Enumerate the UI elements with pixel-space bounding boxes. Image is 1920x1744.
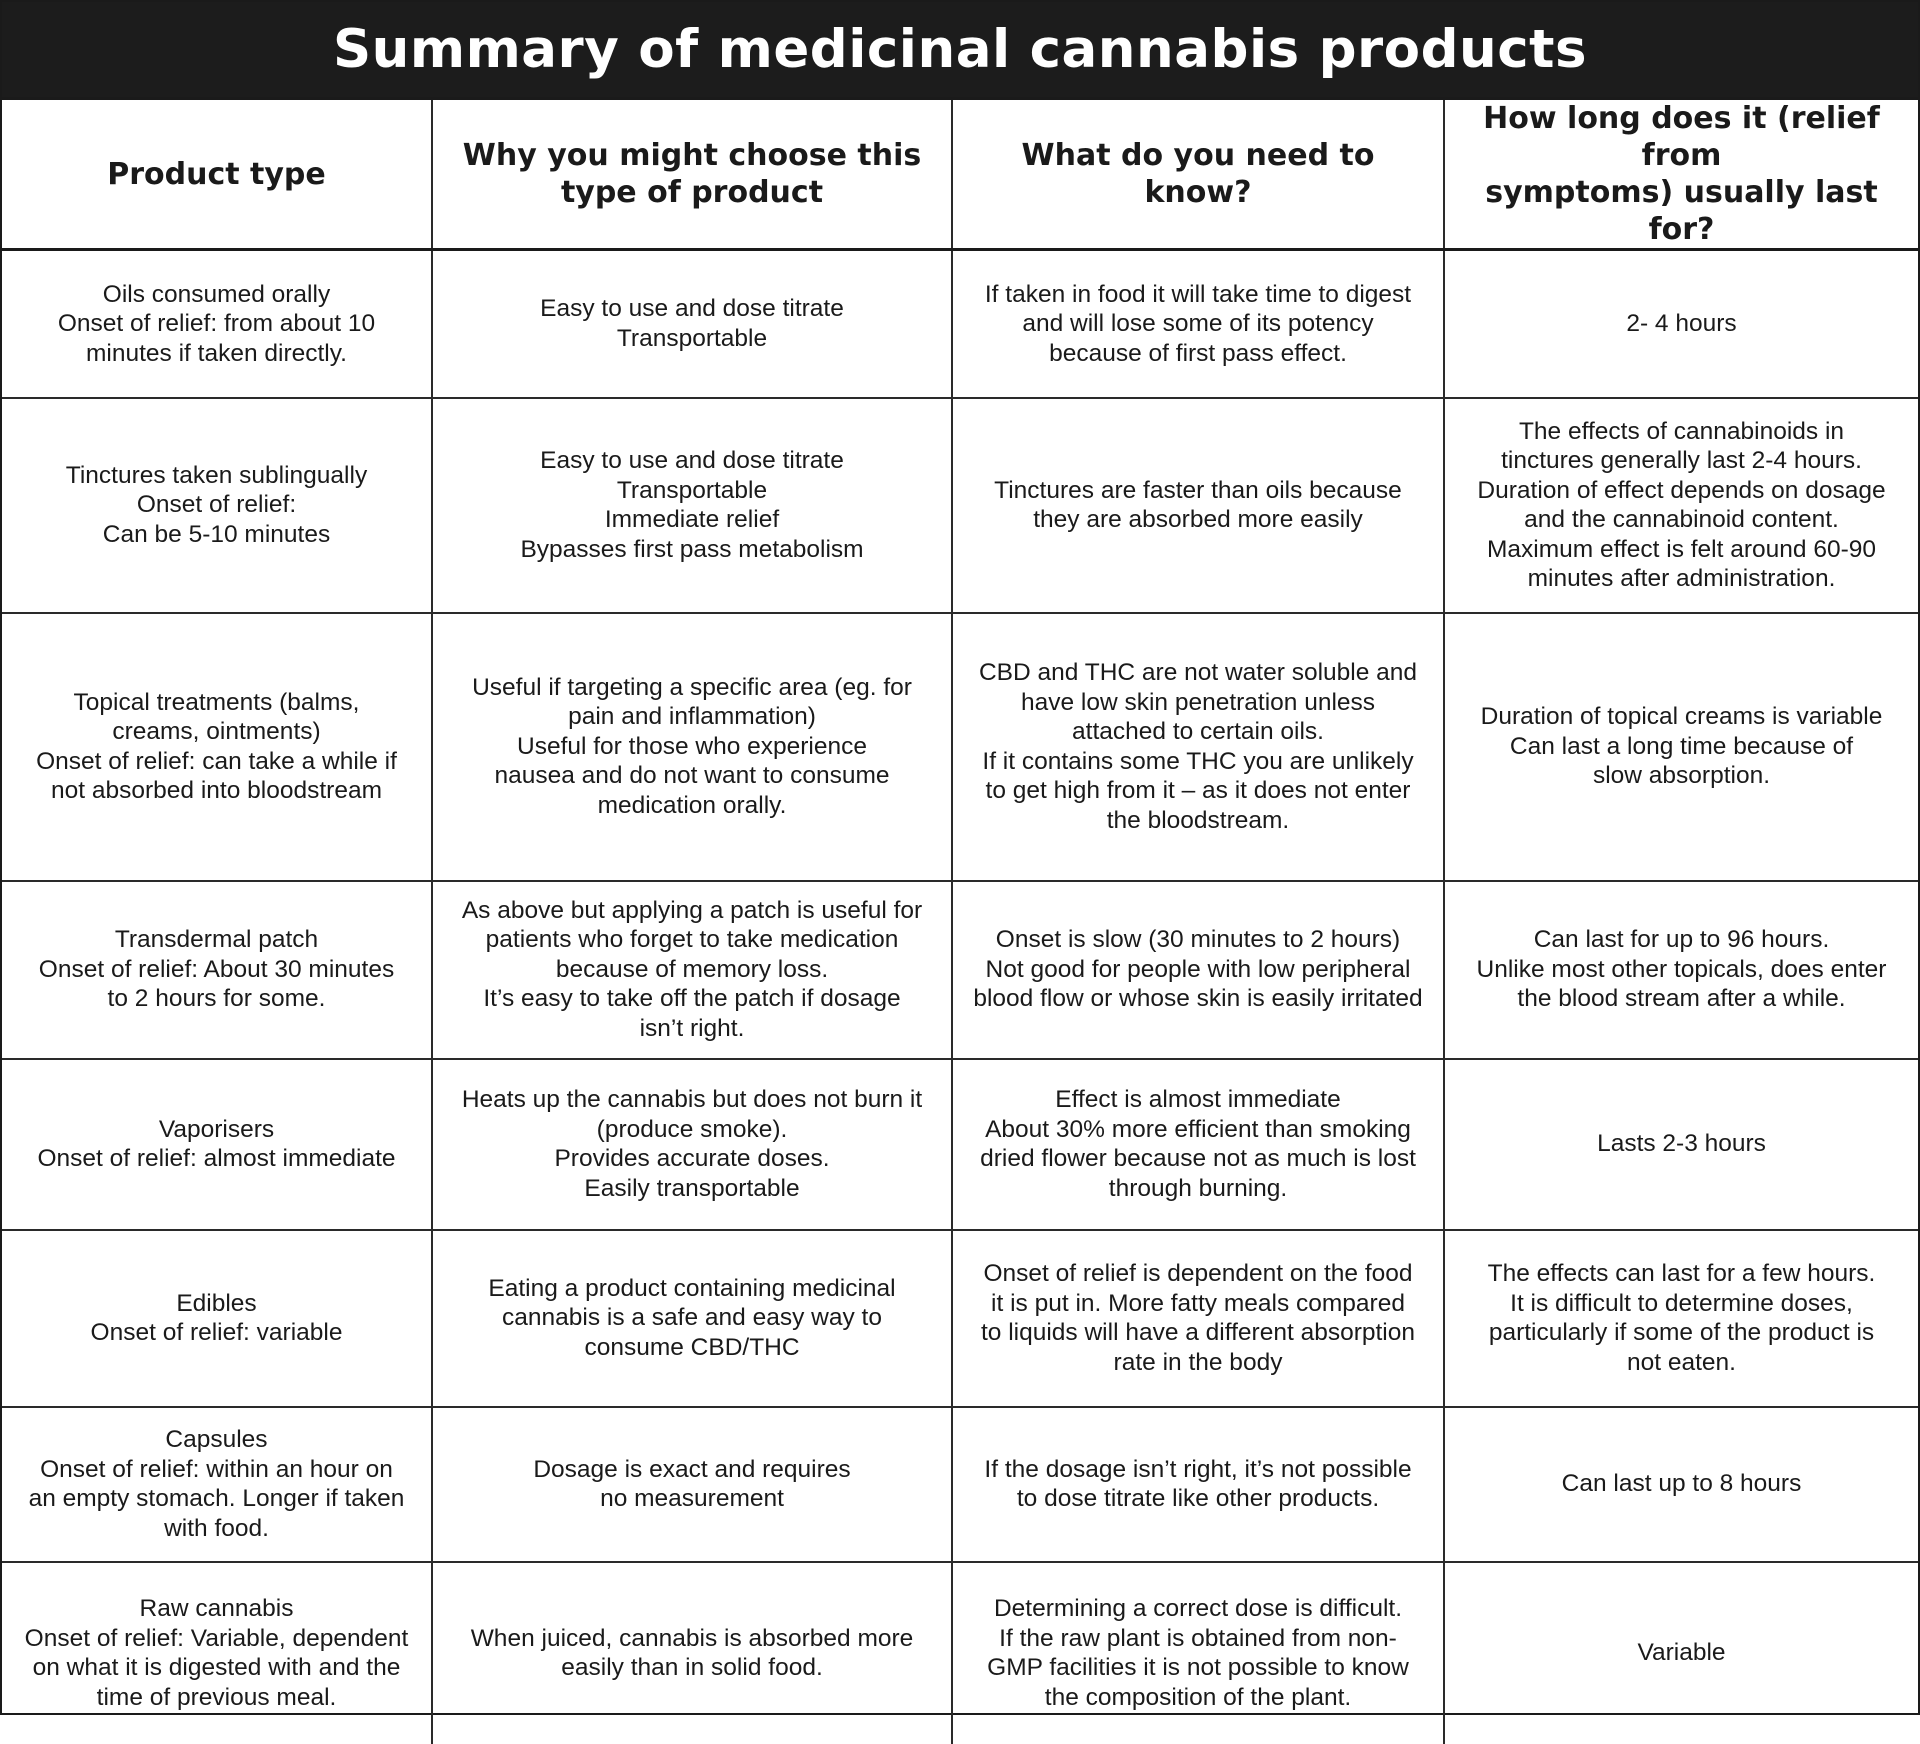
cell-duration: Variable — [1637, 1639, 1726, 1667]
cell-duration: The effects of cannabinoids in tinctures… — [1444, 397, 1918, 614]
cell-product-type: Vaporisers Onset of relief: almost immed… — [2, 1058, 433, 1231]
cell-why: Useful if targeting a specific area (eg.… — [432, 612, 953, 882]
column-header-why: Why you might choose this type of produc… — [432, 100, 953, 251]
cell-duration: Duration of topical creams is variable C… — [1444, 612, 1918, 882]
cell-why: Easy to use and dose titrate Transportab… — [432, 249, 953, 399]
table-row: Capsules Onset of relief: within an hour… — [2, 1406, 1918, 1563]
cell-why: When juiced, cannabis is absorbed more e… — [432, 1561, 953, 1744]
cell-product-type: Transdermal patch Onset of relief: About… — [2, 880, 433, 1060]
cell-need-to-know: Effect is almost immediate About 30% mor… — [952, 1058, 1445, 1231]
column-header-product-type: Product type — [2, 100, 433, 251]
cell-why: Eating a product containing medicinal ca… — [432, 1229, 953, 1408]
cell-why: Dosage is exact and requires no measurem… — [432, 1406, 953, 1563]
cell-product-type: Capsules Onset of relief: within an hour… — [2, 1406, 433, 1563]
cell-need-to-know: Onset is slow (30 minutes to 2 hours) No… — [952, 880, 1445, 1060]
cell-product-type: Oils consumed orally Onset of relief: fr… — [2, 249, 433, 399]
cell-need-to-know: Onset of relief is dependent on the food… — [952, 1229, 1445, 1408]
table-row: Transdermal patch Onset of relief: About… — [2, 880, 1918, 1060]
cell-duration: Lasts 2-3 hours — [1444, 1058, 1918, 1231]
cell-need-to-know: CBD and THC are not water soluble and ha… — [952, 612, 1445, 882]
cell-product-type: Edibles Onset of relief: variable — [2, 1229, 433, 1408]
cell-why: As above but applying a patch is useful … — [432, 880, 953, 1060]
cell-duration: The effects can last for a few hours. It… — [1444, 1229, 1918, 1408]
column-header-duration: How long does it (relief from symptoms) … — [1444, 100, 1918, 251]
cell-duration: 2- 4 hours — [1444, 249, 1918, 399]
cell-product-type: Topical treatments (balms, creams, ointm… — [2, 612, 433, 882]
table-row: Vaporisers Onset of relief: almost immed… — [2, 1058, 1918, 1231]
table-row: Edibles Onset of relief: variable Eating… — [2, 1229, 1918, 1408]
header-row: Product type Why you might choose this t… — [2, 100, 1918, 251]
title-bar: Summary of medicinal cannabis products — [2, 2, 1918, 100]
cell-need-to-know: If taken in food it will take time to di… — [952, 249, 1445, 399]
cell-why: Heats up the cannabis but does not burn … — [432, 1058, 953, 1231]
cell-product-type: Tinctures taken sublingually Onset of re… — [2, 397, 433, 614]
products-table: Product type Why you might choose this t… — [2, 100, 1918, 1744]
cell-why: Easy to use and dose titrate Transportab… — [432, 397, 953, 614]
table-row: Raw cannabis Onset of relief: Variable, … — [2, 1561, 1918, 1744]
page-title: Summary of medicinal cannabis products — [332, 19, 1588, 80]
cell-duration: Can last for up to 96 hours. Unlike most… — [1444, 880, 1918, 1060]
table-row: Tinctures taken sublingually Onset of re… — [2, 397, 1918, 614]
cell-need-to-know: If the dosage isn’t right, it’s not poss… — [952, 1406, 1445, 1563]
cell-duration: Can last up to 8 hours — [1444, 1406, 1918, 1563]
table-row: Oils consumed orally Onset of relief: fr… — [2, 249, 1918, 399]
column-header-need-to-know: What do you need to know? — [952, 100, 1445, 251]
table-row: Topical treatments (balms, creams, ointm… — [2, 612, 1918, 882]
cell-need-to-know: Tinctures are faster than oils because t… — [952, 397, 1445, 614]
cell-product-type: Raw cannabis Onset of relief: Variable, … — [2, 1561, 433, 1744]
cell-need-to-know: Determining a correct dose is difficult.… — [952, 1561, 1445, 1744]
